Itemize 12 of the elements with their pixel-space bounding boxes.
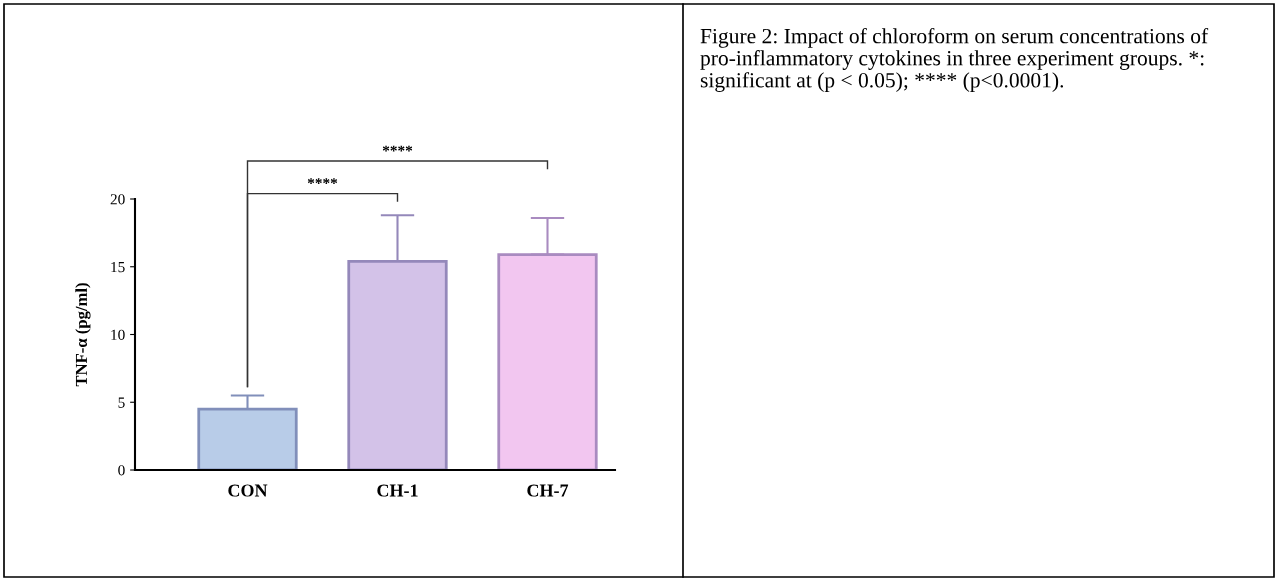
caption: Figure 2: Impact of chloroform on serum concentrations of pro-inflammatory cytokines in three experiment groups. *: significant at (p < 0.05); **** (p<0.0001). [700,28,1209,92]
y-tick-label: 15 [111,261,125,273]
x-tick-label: CON [228,484,268,497]
y-tick-label: 5 [118,397,125,408]
y-tick-label: 0 [118,465,125,476]
y-tick-label: 10 [111,329,125,340]
y-tick-label: 20 [110,194,125,205]
x-tick-label: CH-1 [377,484,418,497]
text: **** [307,178,338,184]
text: **** [382,145,413,152]
y-axis-title: TNF-α (pg/ml) [75,283,91,387]
x-tick-label: CH-7 [527,484,569,497]
